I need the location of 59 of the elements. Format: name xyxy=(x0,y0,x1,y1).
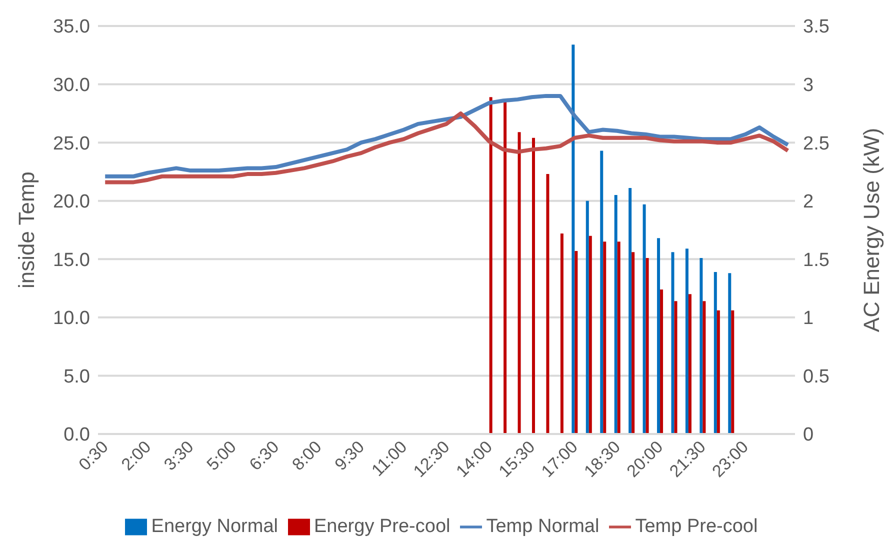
legend-label: Energy Normal xyxy=(151,516,278,537)
bar xyxy=(504,102,507,434)
x-tick-label: 3:30 xyxy=(160,437,198,474)
bar xyxy=(642,204,646,434)
bar xyxy=(489,97,492,434)
y2-tick-label: 0.5 xyxy=(803,366,830,388)
y-tick-label: 25.0 xyxy=(53,133,90,154)
line-series xyxy=(103,111,790,184)
bar xyxy=(714,272,717,434)
bar xyxy=(657,238,660,434)
bar xyxy=(546,174,550,434)
y-tick-label: 15.0 xyxy=(53,250,90,271)
bar xyxy=(660,289,664,434)
y-tick-label: 10.0 xyxy=(53,308,90,330)
y-tick-label: 35.0 xyxy=(53,16,90,38)
bar xyxy=(603,242,606,434)
y2-tick-label: 2.5 xyxy=(803,133,830,154)
y2-tick-label: 2 xyxy=(803,192,814,213)
bar xyxy=(716,310,720,434)
y2-tick-label: 1 xyxy=(803,308,814,330)
x-tick-label: 5:00 xyxy=(203,437,240,474)
bar xyxy=(702,301,706,434)
bar xyxy=(614,195,618,434)
bar xyxy=(518,132,521,434)
bar xyxy=(628,188,632,434)
bar xyxy=(674,301,678,434)
legend-label: Temp Normal xyxy=(486,516,600,537)
line-series xyxy=(103,94,790,178)
x-tick-label: 8:00 xyxy=(288,437,326,474)
bar xyxy=(560,233,564,434)
y-axis-title: inside Temp xyxy=(14,171,39,288)
bar xyxy=(731,310,734,434)
y2-axis-title: AC Energy Use (kW) xyxy=(858,128,884,332)
bar xyxy=(685,248,688,434)
bar xyxy=(574,250,578,434)
bar xyxy=(586,200,589,434)
y2-tick-label: 3.5 xyxy=(803,16,830,38)
x-tick-label: 6:30 xyxy=(246,437,283,474)
bar xyxy=(671,252,674,434)
y2-tick-label: 0 xyxy=(803,424,814,446)
legend-label: Energy Pre-cool xyxy=(314,516,450,537)
y-tick-label: 0.0 xyxy=(64,424,90,446)
bar xyxy=(688,294,692,434)
bar xyxy=(532,138,535,434)
bar xyxy=(572,44,575,434)
y-tick-label: 20.0 xyxy=(53,192,90,213)
x-tick-label: 9:30 xyxy=(331,437,368,474)
bar xyxy=(617,242,620,434)
legend-label: Temp Pre-cool xyxy=(635,516,758,537)
y2-tick-label: 1.5 xyxy=(803,250,830,271)
bar xyxy=(588,236,592,434)
y2-tick-label: 3 xyxy=(803,75,814,96)
y-tick-label: 30.0 xyxy=(53,75,90,96)
bar xyxy=(700,258,703,434)
bar xyxy=(728,273,732,434)
bar xyxy=(632,252,635,434)
bar xyxy=(646,258,649,434)
bar xyxy=(600,150,604,434)
y-tick-label: 5.0 xyxy=(64,366,90,388)
